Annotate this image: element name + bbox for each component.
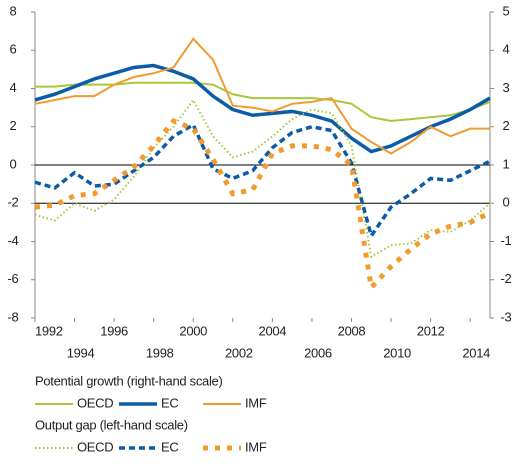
x-tick-label: 2004 [259,323,287,338]
legend-title: Output gap (left-hand scale) [35,417,188,432]
y2-tick-label: 0 [503,195,510,210]
legend-label: IMF [245,395,267,410]
y-tick-label: 2 [10,118,17,133]
y-tick-label: 8 [10,3,17,18]
y2-tick-label: 5 [503,3,510,18]
series-line [34,37,490,155]
x-tick-label: 2010 [383,345,411,360]
y2-tick-label: -3 [501,309,512,324]
x-tick-label: 2012 [417,323,445,338]
x-tick-label: 1998 [146,345,174,360]
y-tick-label: -2 [8,195,19,210]
legend-label: EC [161,439,178,454]
x-tick-label: 2014 [462,345,490,360]
y-tick-label: 6 [10,42,17,57]
x-tick-label: 1996 [100,323,128,338]
legend-label: OECD [77,395,113,410]
y-tick-label: 0 [10,156,17,171]
legend-label: IMF [245,439,267,454]
y-tick-label: -8 [8,309,19,324]
y2-tick-label: 3 [503,80,510,95]
x-tick-label: 1994 [67,345,95,360]
y2-tick-label: -2 [501,271,512,286]
x-tick-label: 2006 [304,345,332,360]
y-tick-label: 4 [10,80,17,95]
y-tick-label: -4 [8,233,19,248]
series-line [34,98,491,259]
series-line [34,118,492,293]
legend-label: EC [161,395,178,410]
x-tick-label: 2008 [338,323,366,338]
y2-tick-label: 4 [503,42,510,57]
legend-title: Potential growth (right-hand scale) [35,373,223,388]
x-tick-label: 1992 [35,323,63,338]
x-tick-label: 2000 [179,323,207,338]
x-tick-label: 2002 [225,345,253,360]
y2-tick-label: -1 [501,233,512,248]
series-line [35,81,491,123]
series-line [34,122,491,240]
y2-tick-label: 1 [503,156,510,171]
y-tick-label: -6 [8,271,19,286]
y2-tick-label: 2 [503,118,510,133]
series-line [34,63,491,154]
legend-label: OECD [77,439,113,454]
